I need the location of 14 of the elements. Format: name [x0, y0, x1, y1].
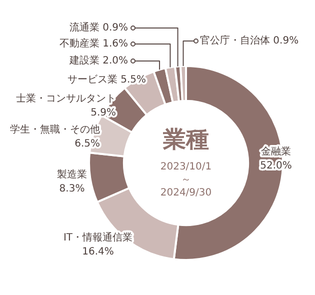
data-label: 6.5% [74, 138, 100, 150]
text: 業種 [162, 126, 209, 153]
slice-label: 製造業 [57, 168, 87, 181]
text: 2023/10/1 ～ 2024/9/30 [160, 162, 212, 199]
slice-label: サービス業 5.5% [67, 74, 146, 86]
slice-label: 学生・無職・その他 [10, 124, 100, 136]
slice-label: 金融業 [261, 146, 291, 158]
data-label: 16.4% [82, 246, 114, 258]
slice-label: 建設業 2.0% [68, 54, 128, 67]
slice-label: 士業・コンサルタント [16, 92, 116, 105]
slice-label: 不動産業 1.6% [59, 38, 128, 50]
slice-label: 流通業 0.9% [69, 22, 128, 34]
slice-label: 官公庁・自治体 0.9% [200, 34, 299, 47]
data-label: 8.3% [59, 184, 85, 195]
